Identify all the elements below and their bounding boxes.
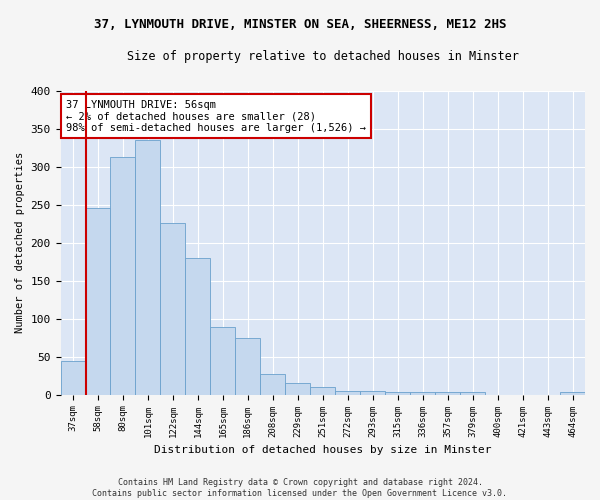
- Bar: [110, 158, 136, 394]
- Bar: [61, 361, 86, 394]
- Bar: [310, 387, 335, 394]
- Bar: [410, 392, 435, 394]
- Bar: [260, 374, 286, 394]
- Bar: [185, 258, 211, 394]
- Y-axis label: Number of detached properties: Number of detached properties: [15, 152, 25, 333]
- Bar: [385, 392, 410, 394]
- Text: 37, LYNMOUTH DRIVE, MINSTER ON SEA, SHEERNESS, ME12 2HS: 37, LYNMOUTH DRIVE, MINSTER ON SEA, SHEE…: [94, 18, 506, 30]
- X-axis label: Distribution of detached houses by size in Minster: Distribution of detached houses by size …: [154, 445, 491, 455]
- Title: Size of property relative to detached houses in Minster: Size of property relative to detached ho…: [127, 50, 519, 63]
- Bar: [160, 223, 185, 394]
- Bar: [235, 338, 260, 394]
- Bar: [136, 140, 160, 394]
- Bar: [435, 392, 460, 394]
- Bar: [460, 392, 485, 394]
- Text: Contains HM Land Registry data © Crown copyright and database right 2024.
Contai: Contains HM Land Registry data © Crown c…: [92, 478, 508, 498]
- Bar: [360, 391, 385, 394]
- Bar: [86, 208, 110, 394]
- Bar: [335, 391, 360, 394]
- Text: 37 LYNMOUTH DRIVE: 56sqm
← 2% of detached houses are smaller (28)
98% of semi-de: 37 LYNMOUTH DRIVE: 56sqm ← 2% of detache…: [66, 100, 366, 133]
- Bar: [560, 392, 585, 394]
- Bar: [211, 327, 235, 394]
- Bar: [286, 382, 310, 394]
